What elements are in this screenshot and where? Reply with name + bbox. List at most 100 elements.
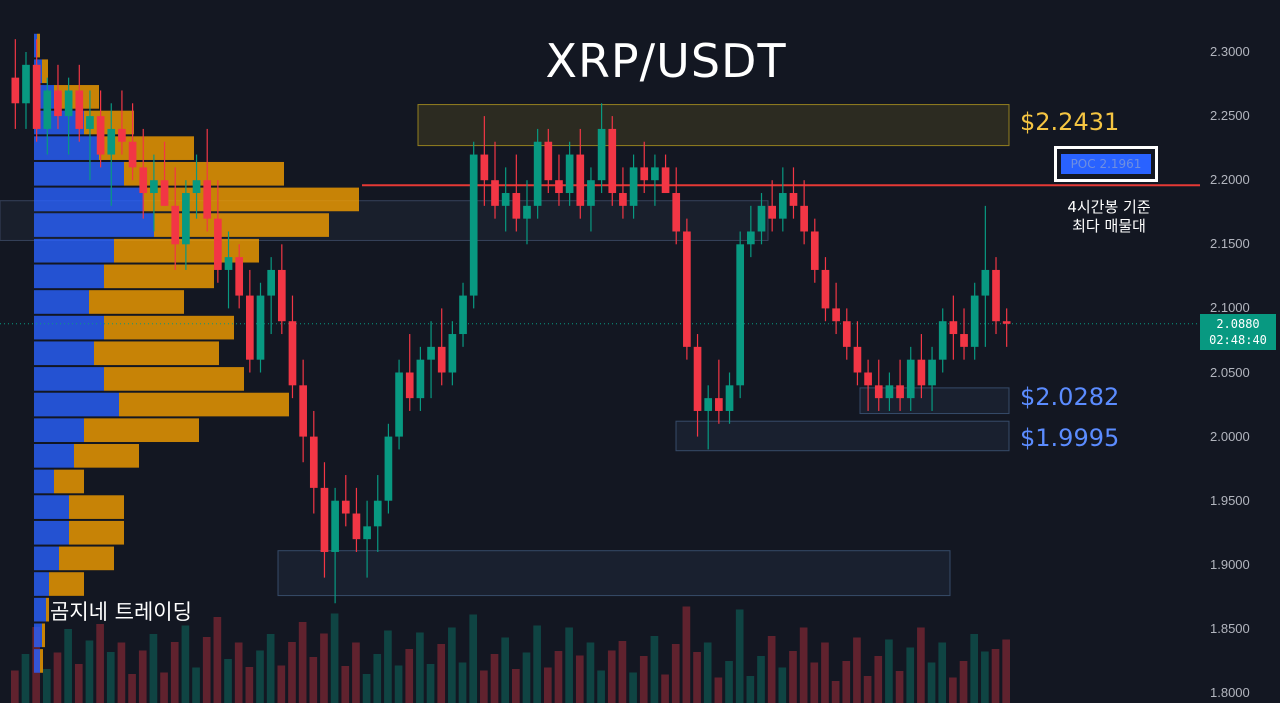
volume-profile-sell	[37, 33, 40, 58]
volume-bar	[501, 637, 509, 703]
volume-profile-buy	[34, 520, 69, 545]
candle-body	[747, 231, 755, 245]
volume-profile-sell	[46, 597, 49, 622]
volume-profile-sell	[114, 238, 259, 263]
candle-body	[86, 116, 94, 129]
candle-body	[11, 77, 20, 104]
volume-bar	[618, 641, 627, 703]
candle-body	[576, 154, 585, 206]
volume-bar	[757, 656, 765, 703]
volume-bar	[1002, 639, 1010, 703]
y-tick-label: 1.8500	[1210, 620, 1250, 636]
volume-bar	[671, 644, 680, 703]
volume-bar	[767, 636, 776, 703]
volume-profile-sell	[49, 572, 84, 596]
volume-profile-buy	[34, 495, 69, 519]
candle-body	[608, 128, 617, 194]
volume-bar	[480, 670, 488, 703]
y-tick-label: 2.1500	[1210, 236, 1250, 252]
candle-body	[288, 321, 297, 386]
volume-bar	[320, 633, 328, 703]
volume-bar	[437, 644, 446, 703]
volume-bar	[74, 664, 83, 703]
y-tick-label: 2.2500	[1210, 108, 1250, 124]
candle-body	[906, 359, 915, 399]
poc-note: 4시간봉 기준 최다 매물대	[1067, 198, 1151, 235]
watermark: 곰지네 트레이딩	[50, 600, 192, 624]
candle-body	[246, 295, 254, 360]
candle-body	[842, 321, 851, 347]
volume-profile-sell	[69, 520, 124, 545]
volume-bar	[789, 651, 797, 703]
candle-body	[555, 180, 563, 194]
volume-bar	[11, 670, 19, 703]
volume-bar	[533, 625, 541, 703]
volume-bar	[373, 654, 382, 703]
volume-profile-buy	[34, 187, 144, 212]
volume-bar	[330, 613, 339, 703]
candle-body	[949, 321, 958, 335]
volume-bar	[192, 667, 200, 703]
volume-bar	[661, 674, 669, 703]
candle-body	[715, 398, 723, 411]
candle-body	[629, 167, 638, 206]
volume-bar	[906, 647, 915, 703]
volume-bar	[384, 630, 392, 703]
candle-body	[267, 269, 275, 296]
chart-title: XRP/USDT	[545, 34, 787, 88]
candle-body	[469, 154, 478, 296]
volume-profile-sell	[42, 623, 45, 648]
volume-profile-sell	[99, 136, 194, 160]
level-label-2-0282: $2.0282	[1020, 383, 1120, 411]
candle-body	[501, 193, 510, 206]
volume-bar	[842, 661, 851, 703]
candle-body	[992, 269, 1000, 322]
volume-bar	[991, 649, 1000, 703]
volume-bar	[981, 651, 989, 703]
volume-profile-sell	[40, 649, 43, 673]
volume-bar	[106, 652, 115, 703]
volume-bar	[202, 637, 211, 703]
volume-bar	[448, 627, 456, 703]
candle-body	[214, 218, 222, 270]
volume-bar	[650, 636, 659, 703]
volume-bar	[693, 652, 701, 703]
volume-profile-buy	[34, 444, 74, 468]
candle-body	[778, 193, 787, 219]
candle-body	[736, 244, 745, 386]
volume-bar	[682, 606, 691, 703]
candle-body	[107, 128, 116, 155]
candle-body	[75, 90, 84, 129]
candle-body	[800, 205, 808, 232]
volume-bar	[309, 657, 318, 703]
volume-bar	[362, 674, 371, 703]
candle-body	[416, 359, 425, 399]
volume-bar	[917, 627, 925, 703]
candle-body	[192, 180, 201, 194]
candle-body	[619, 193, 627, 206]
volume-profile-buy	[34, 238, 114, 263]
volume-bar	[149, 634, 158, 703]
volume-bar	[853, 637, 861, 703]
candle-body	[651, 167, 659, 181]
candle-body	[981, 269, 990, 296]
candle-body	[565, 154, 574, 194]
volume-bar	[170, 642, 179, 703]
volume-profile-buy	[34, 367, 104, 391]
candle-body	[405, 372, 414, 399]
candle-body	[789, 193, 798, 206]
volume-bar	[21, 654, 30, 703]
candle-body	[395, 372, 403, 437]
volume-bar	[160, 672, 168, 703]
candle-body	[864, 372, 872, 386]
candle-body	[810, 231, 819, 270]
candle-body	[683, 231, 691, 347]
volume-profile-buy	[34, 315, 104, 340]
volume-bar	[821, 642, 829, 703]
volume-bar	[874, 656, 883, 703]
volume-bar	[85, 640, 94, 703]
y-tick-label: 2.2000	[1210, 172, 1250, 188]
volume-bar	[96, 624, 104, 703]
candle-body	[363, 526, 371, 540]
